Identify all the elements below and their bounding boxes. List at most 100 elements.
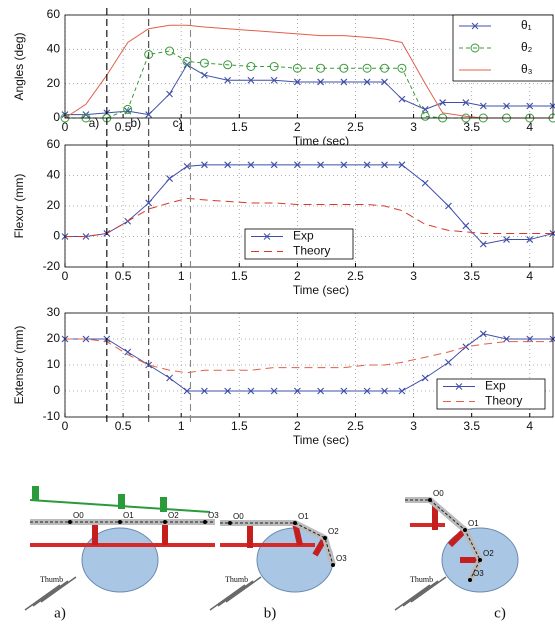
marker bbox=[363, 387, 371, 395]
x-tick-label: 0.5 bbox=[115, 419, 132, 433]
series-line bbox=[65, 64, 553, 116]
x-tick-label: 4 bbox=[526, 419, 533, 433]
actuator-post bbox=[447, 527, 468, 548]
marker bbox=[479, 102, 487, 110]
marker bbox=[317, 161, 325, 169]
joint bbox=[118, 520, 122, 524]
marker bbox=[183, 162, 191, 170]
marker bbox=[381, 161, 388, 169]
marker bbox=[293, 78, 301, 86]
x-tick-label: 0 bbox=[62, 419, 69, 433]
tendon-post bbox=[32, 486, 39, 501]
marker bbox=[421, 179, 429, 187]
marker bbox=[381, 387, 388, 395]
marker bbox=[224, 387, 232, 395]
marker bbox=[340, 78, 348, 86]
y-tick-label: 10 bbox=[47, 357, 61, 371]
joint bbox=[323, 536, 327, 540]
x-tick-label: 4 bbox=[526, 120, 533, 134]
y-tick-label: 20 bbox=[47, 76, 61, 90]
legend-label: Theory bbox=[293, 244, 330, 258]
marker bbox=[420, 111, 430, 121]
y-tick-label: 0 bbox=[53, 229, 60, 243]
legend-box bbox=[244, 228, 354, 260]
y-axis-label: Flexor (mm) bbox=[12, 174, 26, 239]
marker bbox=[462, 99, 470, 106]
marker bbox=[421, 374, 429, 382]
legend-label: Theory bbox=[485, 394, 522, 408]
marker bbox=[223, 60, 233, 70]
x-tick-label: 0.5 bbox=[115, 269, 132, 283]
x-tick-label: 4 bbox=[526, 269, 533, 283]
diagram: Thumb O0 O1 O2 O3 Thumb O0 O1 O2 O3 Thumb O0 O1 O2 O3 a… bbox=[24, 486, 519, 621]
marker bbox=[503, 102, 510, 110]
marker bbox=[439, 99, 447, 106]
marker bbox=[503, 335, 510, 343]
y-tick-label: 20 bbox=[47, 198, 61, 212]
marker bbox=[269, 62, 279, 71]
y-tick-label: 40 bbox=[47, 168, 61, 182]
legend-marker bbox=[263, 233, 271, 240]
marker bbox=[526, 335, 534, 343]
mechanism-panel: Thumb O0 O1 O2 O3 bbox=[209, 512, 347, 611]
marker bbox=[247, 76, 255, 84]
marker bbox=[362, 63, 372, 73]
marker bbox=[246, 62, 256, 71]
marker bbox=[183, 61, 191, 69]
y-tick-label: 40 bbox=[47, 42, 61, 56]
y-axis-label: Extensor (mm) bbox=[12, 326, 26, 405]
marker bbox=[479, 330, 487, 338]
marker bbox=[145, 111, 153, 118]
joint bbox=[331, 563, 335, 567]
y-tick-label: 60 bbox=[47, 7, 61, 21]
marker bbox=[224, 161, 232, 169]
marker bbox=[293, 387, 301, 395]
x-tick-label: 3 bbox=[410, 120, 417, 134]
marker bbox=[317, 78, 325, 86]
legend-marker bbox=[471, 22, 479, 30]
series-line bbox=[65, 197, 553, 237]
joint-label: O2 bbox=[483, 549, 494, 558]
marker bbox=[292, 63, 302, 73]
panel-caption: c) bbox=[494, 605, 506, 621]
marker bbox=[247, 161, 255, 169]
x-tick-label: 2 bbox=[294, 419, 301, 433]
x-tick-label: 3 bbox=[410, 269, 417, 283]
y-tick-label: 0 bbox=[53, 383, 60, 397]
marker bbox=[397, 63, 407, 73]
marker bbox=[270, 76, 278, 84]
marker bbox=[398, 95, 406, 103]
legend-label: θ₃ bbox=[521, 62, 533, 76]
legend-label: θ₁ bbox=[521, 18, 532, 32]
legend-label: θ₂ bbox=[521, 40, 533, 54]
marker bbox=[201, 71, 208, 79]
thumb-label: Thumb bbox=[40, 575, 63, 584]
x-tick-label: 2.5 bbox=[347, 419, 364, 433]
joint-label: O2 bbox=[328, 527, 339, 536]
marker bbox=[123, 104, 133, 114]
joint-label: O1 bbox=[123, 511, 134, 520]
marker bbox=[124, 348, 132, 356]
joint bbox=[228, 521, 232, 525]
x-tick-label: 2.5 bbox=[347, 120, 364, 134]
marker bbox=[503, 236, 510, 243]
y-tick-label: 30 bbox=[47, 305, 61, 319]
marker bbox=[199, 58, 209, 68]
legend: θ₁ θ₂ θ₃ bbox=[452, 14, 554, 82]
legend-marker bbox=[470, 43, 480, 53]
marker bbox=[201, 387, 208, 395]
thumb-arrow bbox=[32, 580, 69, 607]
joint bbox=[293, 521, 297, 525]
finger-tendon bbox=[220, 522, 334, 566]
x-tick-label: 3.5 bbox=[463, 120, 480, 134]
legend-label: Exp bbox=[293, 229, 314, 243]
y-tick-label: -10 bbox=[43, 409, 61, 423]
x-tick-label: 3.5 bbox=[463, 269, 480, 283]
marker bbox=[270, 387, 278, 395]
joint bbox=[428, 498, 432, 502]
marker bbox=[445, 359, 452, 366]
marker bbox=[398, 161, 406, 169]
